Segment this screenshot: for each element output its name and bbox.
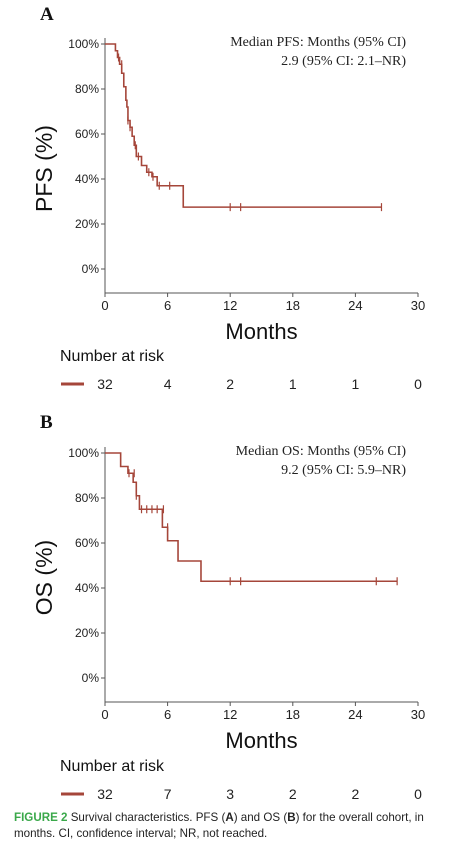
caption-lead: Survival characteristics. PFS ( (70, 811, 226, 824)
x-tick-label: 6 (164, 707, 171, 722)
x-axis-title: Months (225, 728, 297, 753)
caption-panel-b: B (287, 811, 296, 824)
risk-count: 0 (414, 786, 422, 802)
x-tick-label: 18 (286, 298, 300, 313)
y-tick-label: 20% (75, 217, 99, 231)
x-axis-title: Months (225, 319, 297, 344)
risk-count: 2 (289, 786, 297, 802)
risk-count: 3 (226, 786, 234, 802)
figure-label: FIGURE 2 (14, 811, 68, 824)
caption-tail: ) for the overall cohort, in months. CI,… (14, 811, 424, 840)
risk-count: 32 (97, 786, 113, 802)
y-tick-label: 100% (68, 446, 99, 460)
risk-count: 2 (226, 376, 234, 392)
risk-count: 1 (352, 376, 360, 392)
x-tick-label: 30 (411, 298, 425, 313)
y-tick-label: 100% (68, 37, 99, 51)
x-tick-label: 12 (223, 707, 237, 722)
y-tick-label: 60% (75, 536, 99, 550)
risk-count: 7 (164, 786, 172, 802)
panel-label: B (40, 412, 53, 433)
x-tick-label: 0 (101, 707, 108, 722)
y-tick-label: 60% (75, 127, 99, 141)
y-tick-label: 40% (75, 581, 99, 595)
y-tick-label: 20% (75, 626, 99, 640)
risk-count: 2 (352, 786, 360, 802)
km-curve (105, 452, 398, 583)
y-tick-label: 40% (75, 172, 99, 186)
median-annotation-line-1: Median PFS: Months (95% CI) (230, 35, 406, 50)
median-annotation-line-1: Median OS: Months (95% CI) (236, 444, 407, 459)
x-tick-label: 12 (223, 298, 237, 313)
y-tick-label: 0% (82, 671, 100, 685)
risk-count: 1 (289, 376, 297, 392)
y-tick-label: 80% (75, 491, 99, 505)
panel-label: A (40, 4, 54, 25)
median-annotation-line-2: 2.9 (95% CI: 2.1–NR) (281, 54, 406, 69)
risk-table-title: Number at risk (60, 758, 165, 775)
risk-count: 4 (164, 376, 172, 392)
risk-count: 32 (97, 376, 113, 392)
y-tick-label: 0% (82, 262, 100, 276)
x-tick-label: 0 (101, 298, 108, 313)
y-axis-title: OS (%) (31, 540, 57, 615)
x-tick-label: 24 (348, 298, 362, 313)
risk-table-title: Number at risk (60, 348, 165, 365)
y-tick-label: 80% (75, 82, 99, 96)
risk-count: 0 (414, 376, 422, 392)
x-tick-label: 30 (411, 707, 425, 722)
x-tick-label: 24 (348, 707, 362, 722)
figure-caption: FIGURE 2 Survival characteristics. PFS (… (14, 810, 444, 842)
caption-mid: ) and OS ( (233, 811, 288, 824)
y-axis-title: PFS (%) (31, 125, 57, 212)
median-annotation-line-2: 9.2 (95% CI: 5.9–NR) (281, 463, 406, 478)
x-tick-label: 6 (164, 298, 171, 313)
x-tick-label: 18 (286, 707, 300, 722)
caption-panel-a: A (225, 811, 234, 824)
